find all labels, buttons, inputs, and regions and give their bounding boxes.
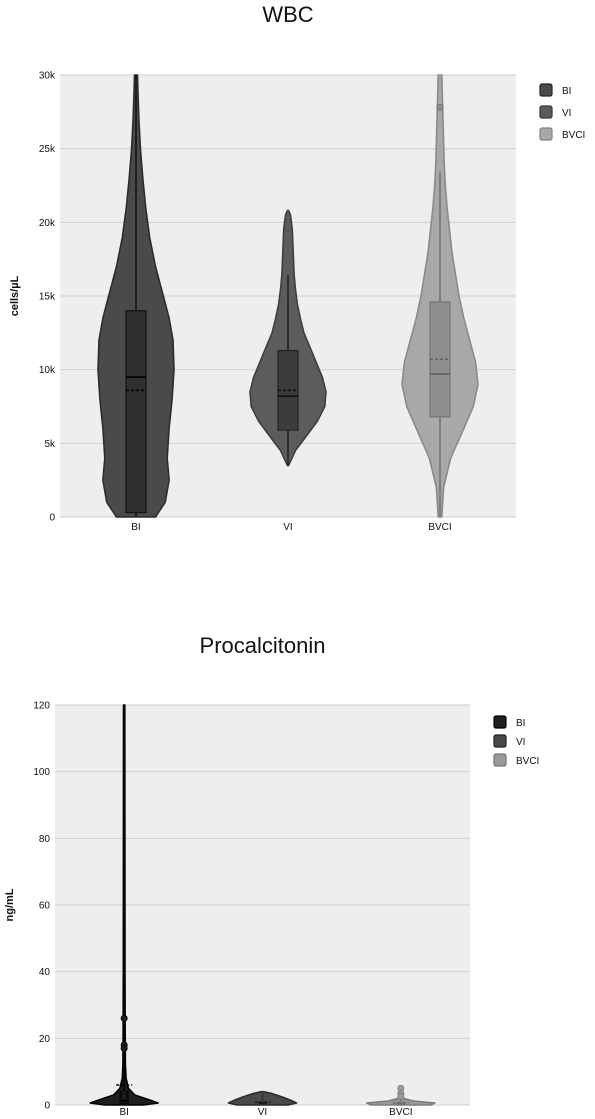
x-tick-label: BI: [131, 522, 140, 533]
y-tick-label: 120: [33, 701, 50, 712]
legend-swatch: [539, 105, 553, 119]
legend-swatch: [539, 83, 553, 97]
box-bi: [125, 310, 147, 514]
y-tick-label: 10k: [39, 365, 56, 376]
legend-item-bvci: BVCI: [539, 127, 585, 141]
y-tick-label: 0: [44, 1101, 50, 1112]
legend-swatch: [539, 127, 553, 141]
legend-swatch: [493, 715, 507, 729]
x-tick-label: VI: [283, 522, 292, 533]
outlier-point: [397, 1093, 405, 1101]
legend-item-bi: BI: [539, 83, 571, 97]
legend-label: BI: [516, 718, 525, 729]
wbc-chart: WBC 0 5k 10k 15k 20k 25k 30k cells/µL BI VI BVCI BI V…: [9, 2, 585, 533]
y-tick-label: 30k: [39, 71, 56, 82]
x-tick-label: BVCI: [428, 522, 451, 533]
y-axis-label: ng/mL: [4, 888, 16, 921]
y-tick-label: 20: [39, 1034, 51, 1045]
legend-item-bvci: BVCI: [493, 753, 539, 767]
y-tick-label: 80: [39, 834, 51, 845]
y-tick-label: 0: [49, 513, 55, 524]
legend-label: VI: [516, 737, 525, 748]
outlier-point: [120, 1014, 128, 1022]
x-tick-label: VI: [258, 1107, 267, 1118]
procalcitonin-chart: Procalcitonin 0 20 40 60 80 100 120 ng/mL BI VI BVC…: [4, 633, 539, 1118]
y-tick-label: 25k: [39, 144, 56, 155]
y-tick-label: 20k: [39, 218, 56, 229]
y-tick-label: 15k: [39, 292, 56, 303]
chart-title: WBC: [262, 2, 313, 27]
legend-swatch: [493, 734, 507, 748]
y-axis-label: cells/µL: [9, 275, 21, 316]
y-tick-label: 100: [33, 767, 50, 778]
outlier-point: [436, 103, 444, 111]
outlier-point: [120, 1093, 128, 1101]
chart-title: Procalcitonin: [200, 633, 326, 658]
legend-label: VI: [562, 108, 571, 119]
y-tick-label: 5k: [44, 439, 56, 450]
outlier-point: [120, 1044, 128, 1052]
legend-swatch: [493, 753, 507, 767]
x-tick-label: BVCI: [389, 1107, 412, 1118]
legend-label: BVCI: [516, 756, 539, 767]
legend-label: BVCI: [562, 130, 585, 141]
y-tick-label: 60: [39, 901, 51, 912]
x-tick-label: BI: [119, 1107, 128, 1118]
legend-item-vi: VI: [539, 105, 571, 119]
legend-item-bi: BI: [493, 715, 525, 729]
legend-item-vi: VI: [493, 734, 525, 748]
y-tick-label: 40: [39, 967, 51, 978]
legend-label: BI: [562, 86, 571, 97]
